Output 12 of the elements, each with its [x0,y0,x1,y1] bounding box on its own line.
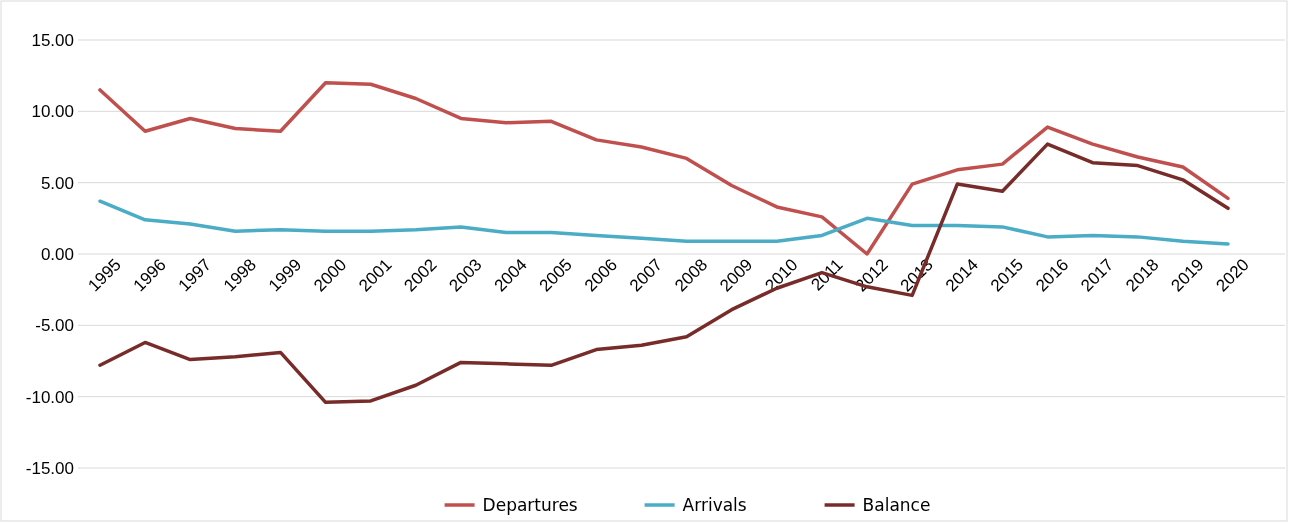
legend-label: Departures [482,495,578,515]
line-series [98,199,1230,246]
legend-label: Arrivals [682,495,747,515]
y-tick-label: 0.00 [40,244,74,264]
y-tick-label: 15.00 [31,30,74,50]
y-tick-label: 5.00 [40,173,74,193]
y-tick-label: 10.00 [31,102,74,122]
y-tick-label: -15.00 [25,458,74,478]
legend-label: Balance [862,495,931,515]
y-tick-label: -5.00 [35,316,74,336]
line-series [98,81,1230,256]
y-tick-label: -10.00 [25,387,74,407]
